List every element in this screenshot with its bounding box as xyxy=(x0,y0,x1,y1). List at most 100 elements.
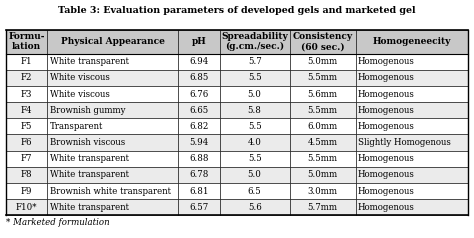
Bar xyxy=(290,118,356,134)
Text: Physical Appearance: Physical Appearance xyxy=(61,37,164,46)
Text: 6.57: 6.57 xyxy=(189,203,209,212)
Text: 5.0: 5.0 xyxy=(248,89,262,99)
Bar xyxy=(290,199,356,215)
Bar xyxy=(356,199,468,215)
Bar xyxy=(290,86,356,102)
Bar xyxy=(47,102,178,118)
Bar xyxy=(47,183,178,199)
Text: 6.82: 6.82 xyxy=(189,122,209,131)
Text: 6.85: 6.85 xyxy=(189,73,209,82)
Text: 3.0mm: 3.0mm xyxy=(308,187,337,196)
Text: Homogenous: Homogenous xyxy=(358,89,415,99)
Text: 5.6: 5.6 xyxy=(248,203,262,212)
Bar xyxy=(219,167,290,183)
Text: 5.7: 5.7 xyxy=(248,57,262,66)
Text: F4: F4 xyxy=(21,106,32,115)
Bar xyxy=(290,183,356,199)
Bar xyxy=(356,86,468,102)
Text: F5: F5 xyxy=(21,122,32,131)
Bar xyxy=(6,102,47,118)
Bar xyxy=(219,199,290,215)
Text: 5.5mm: 5.5mm xyxy=(308,73,337,82)
Bar xyxy=(47,118,178,134)
Bar xyxy=(6,167,47,183)
Bar xyxy=(6,151,47,167)
Bar xyxy=(6,30,47,54)
Text: * Marketed formulation: * Marketed formulation xyxy=(6,218,109,227)
Text: White transparent: White transparent xyxy=(49,203,128,212)
Text: 5.5: 5.5 xyxy=(248,122,262,131)
Text: F3: F3 xyxy=(21,89,32,99)
Text: 6.81: 6.81 xyxy=(189,187,209,196)
Bar xyxy=(178,151,219,167)
Bar xyxy=(47,54,178,70)
Text: F9: F9 xyxy=(21,187,32,196)
Bar xyxy=(219,134,290,151)
Text: 6.76: 6.76 xyxy=(189,89,209,99)
Text: White transparent: White transparent xyxy=(49,154,128,163)
Bar xyxy=(356,167,468,183)
Bar xyxy=(178,118,219,134)
Text: 5.5mm: 5.5mm xyxy=(308,154,337,163)
Bar xyxy=(219,151,290,167)
Text: F2: F2 xyxy=(21,73,32,82)
Text: White transparent: White transparent xyxy=(49,57,128,66)
Bar xyxy=(47,134,178,151)
Bar xyxy=(356,134,468,151)
Bar xyxy=(219,86,290,102)
Bar xyxy=(6,54,47,70)
Bar xyxy=(356,70,468,86)
Bar xyxy=(47,199,178,215)
Bar xyxy=(219,54,290,70)
Bar xyxy=(219,102,290,118)
Bar xyxy=(178,134,219,151)
Text: Homogeneecity: Homogeneecity xyxy=(373,37,451,46)
Bar xyxy=(290,151,356,167)
Bar xyxy=(290,54,356,70)
Text: F1: F1 xyxy=(20,57,32,66)
Text: F10*: F10* xyxy=(16,203,37,212)
Bar xyxy=(178,183,219,199)
Bar xyxy=(356,102,468,118)
Text: Homogenous: Homogenous xyxy=(358,170,415,179)
Text: Spreadability
(g.cm./sec.): Spreadability (g.cm./sec.) xyxy=(221,32,288,51)
Text: Transparent: Transparent xyxy=(49,122,103,131)
Text: 5.5: 5.5 xyxy=(248,154,262,163)
Bar xyxy=(178,30,219,54)
Bar xyxy=(178,70,219,86)
Text: 5.94: 5.94 xyxy=(189,138,209,147)
Text: F6: F6 xyxy=(21,138,32,147)
Bar xyxy=(290,102,356,118)
Bar xyxy=(47,86,178,102)
Text: Brownish gummy: Brownish gummy xyxy=(49,106,125,115)
Text: 5.0mm: 5.0mm xyxy=(308,57,337,66)
Text: 6.88: 6.88 xyxy=(189,154,209,163)
Text: 4.0: 4.0 xyxy=(248,138,262,147)
Text: 5.0mm: 5.0mm xyxy=(308,170,337,179)
Bar xyxy=(6,199,47,215)
Text: Homogenous: Homogenous xyxy=(358,57,415,66)
Text: White transparent: White transparent xyxy=(49,170,128,179)
Bar xyxy=(356,54,468,70)
Text: 5.5: 5.5 xyxy=(248,73,262,82)
Bar xyxy=(47,167,178,183)
Text: 6.78: 6.78 xyxy=(189,170,209,179)
Text: F7: F7 xyxy=(21,154,32,163)
Bar xyxy=(356,30,468,54)
Bar xyxy=(6,183,47,199)
Text: Brownish white transparent: Brownish white transparent xyxy=(49,187,171,196)
Bar xyxy=(6,86,47,102)
Text: 6.94: 6.94 xyxy=(189,57,209,66)
Text: F8: F8 xyxy=(20,170,32,179)
Bar xyxy=(178,86,219,102)
Text: 4.5mm: 4.5mm xyxy=(308,138,337,147)
Bar xyxy=(290,167,356,183)
Text: 5.7mm: 5.7mm xyxy=(308,203,337,212)
Text: Slightly Homogenous: Slightly Homogenous xyxy=(358,138,451,147)
Bar xyxy=(219,30,290,54)
Text: Homogenous: Homogenous xyxy=(358,122,415,131)
Text: Homogenous: Homogenous xyxy=(358,154,415,163)
Bar xyxy=(219,183,290,199)
Bar xyxy=(219,118,290,134)
Text: Homogenous: Homogenous xyxy=(358,187,415,196)
